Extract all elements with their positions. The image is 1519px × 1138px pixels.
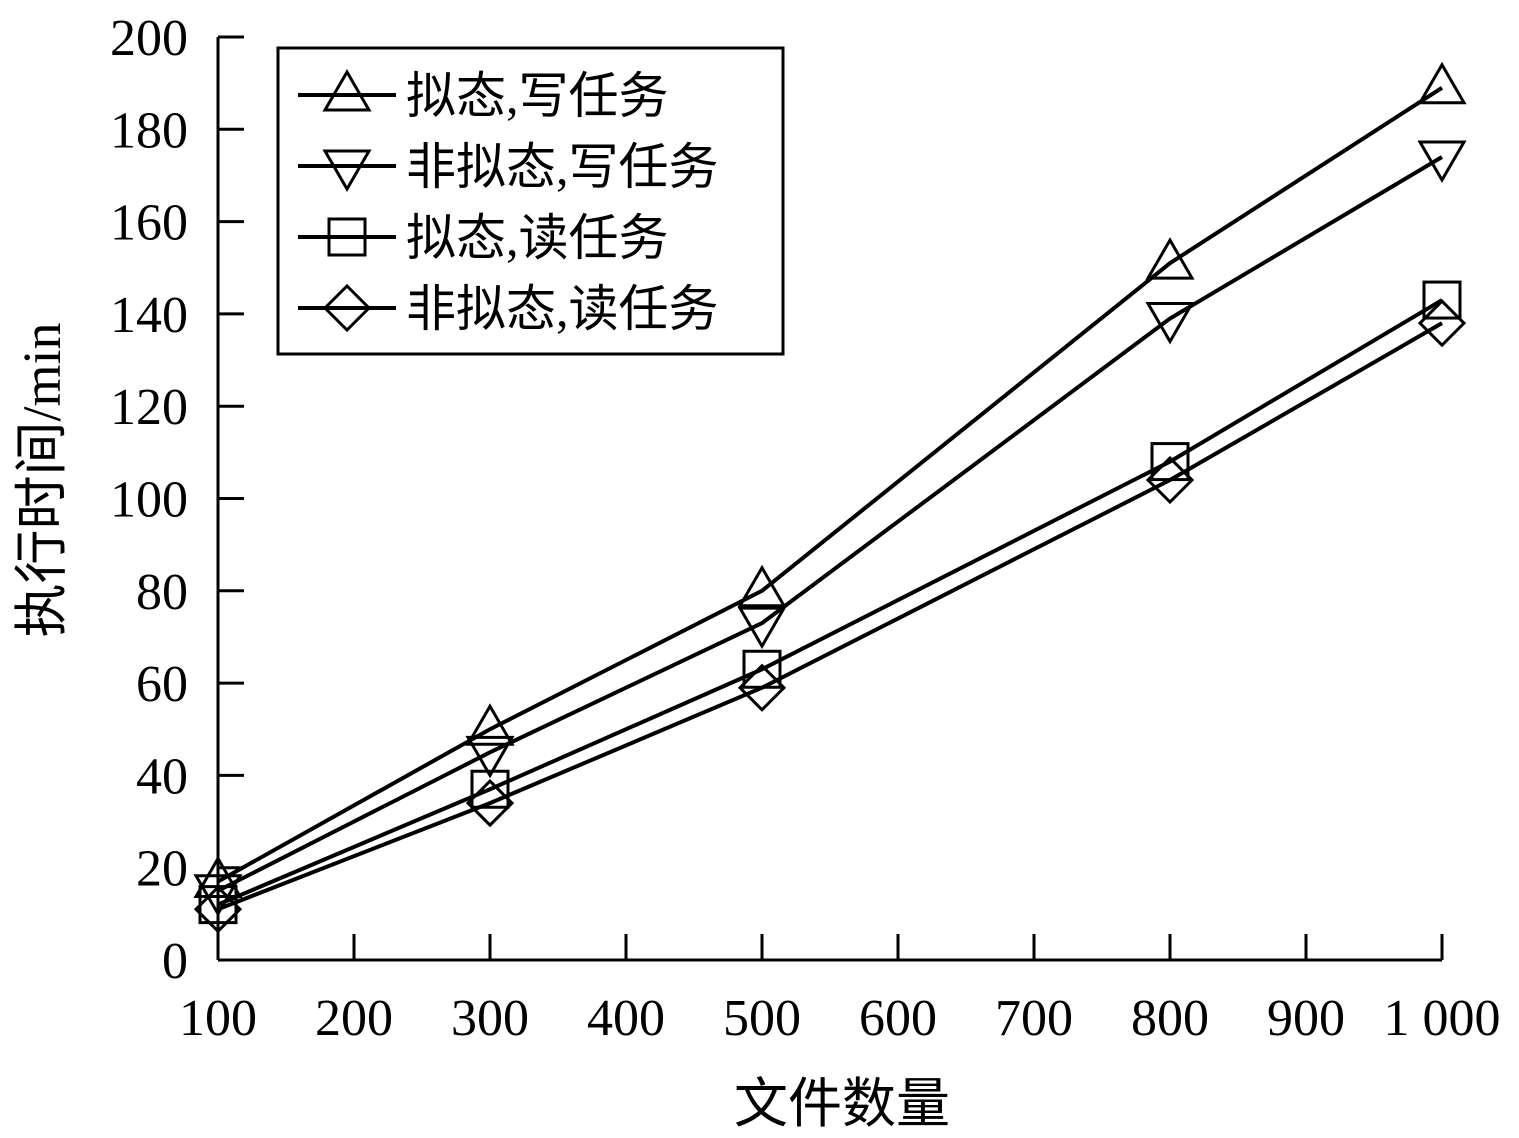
data-point <box>193 855 243 899</box>
data-point <box>470 769 510 809</box>
x-tick-label: 600 <box>859 990 937 1047</box>
x-tick-label: 700 <box>995 990 1073 1047</box>
series-line <box>217 298 1444 907</box>
y-tick-label: 40 <box>136 748 188 805</box>
legend-label: 拟态,写任务 <box>406 68 669 124</box>
legend-label: 非拟态,读任务 <box>406 281 719 337</box>
data-point <box>1422 280 1462 320</box>
legend-item: 非拟态,写任务 <box>298 139 719 195</box>
x-tick-label: 300 <box>451 990 529 1047</box>
y-axis-title: 执行时间/min <box>12 322 72 637</box>
legend-marker <box>322 149 372 192</box>
x-tick-label: 400 <box>587 990 665 1047</box>
y-tick-label: 140 <box>110 287 188 344</box>
series-layer <box>193 61 1467 934</box>
data-point <box>465 735 515 779</box>
x-tick-label: 800 <box>1131 990 1209 1047</box>
data-point <box>737 606 787 650</box>
x-tick-label: 200 <box>315 990 393 1047</box>
series-4 <box>193 299 1467 934</box>
y-tick-label: 80 <box>136 564 188 621</box>
series-line <box>217 86 1444 884</box>
legend-label: 拟态,读任务 <box>406 210 669 266</box>
legend-item: 拟态,读任务 <box>298 210 669 266</box>
y-tick-label: 0 <box>162 933 188 990</box>
x-tick-label: 900 <box>1267 990 1345 1047</box>
series-2 <box>193 140 1467 917</box>
data-point <box>465 778 515 828</box>
series-3 <box>198 280 1462 925</box>
y-tick-label: 100 <box>110 472 188 529</box>
axes: 0 20 40 60 80 100 120 140 160 180 200 100 200 300 400 5… <box>110 10 1501 1047</box>
y-tick-label: 120 <box>110 379 188 436</box>
y-tick-label: 180 <box>110 102 188 159</box>
legend-label: 非拟态,写任务 <box>406 139 719 195</box>
data-point <box>737 663 787 712</box>
data-point <box>1145 302 1195 345</box>
legend-item: 拟态,写任务 <box>298 68 669 124</box>
legend-marker <box>327 217 367 257</box>
data-point <box>1417 61 1467 105</box>
data-point <box>1145 237 1195 280</box>
data-point <box>193 874 243 917</box>
y-tick-label: 20 <box>136 841 188 898</box>
data-point <box>465 703 515 746</box>
data-point <box>1417 299 1467 348</box>
legend-marker <box>322 283 372 333</box>
legend-marker <box>322 69 372 112</box>
series-line <box>217 321 1443 912</box>
data-point <box>1145 455 1195 505</box>
legend-item: 非拟态,读任务 <box>298 281 719 337</box>
x-tick-label: 500 <box>723 990 801 1047</box>
data-point <box>1417 140 1467 183</box>
x-tick-label: 100 <box>179 990 257 1047</box>
y-tick-label: 60 <box>136 656 188 713</box>
series-line <box>217 155 1444 893</box>
x-tick-label: 1 000 <box>1384 990 1501 1047</box>
x-axis-title: 文件数量 <box>734 1074 950 1134</box>
data-point <box>737 564 787 608</box>
data-point <box>193 885 243 934</box>
y-tick-label: 200 <box>110 10 188 67</box>
y-tick-label: 160 <box>110 195 188 252</box>
series-1 <box>193 61 1467 899</box>
